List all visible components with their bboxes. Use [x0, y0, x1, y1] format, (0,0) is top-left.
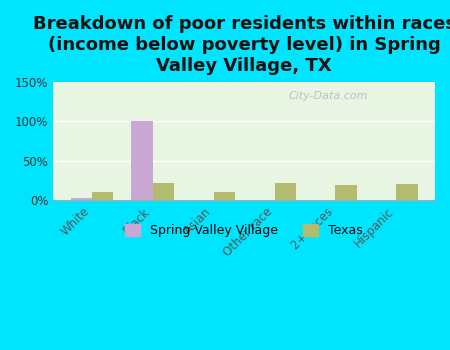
Bar — [71, 198, 92, 200]
Bar — [274, 183, 296, 200]
Bar — [335, 185, 357, 200]
Text: City-Data.com: City-Data.com — [288, 91, 368, 101]
Bar — [153, 183, 174, 200]
Bar — [214, 192, 235, 200]
Bar — [131, 121, 153, 200]
Bar — [396, 184, 418, 200]
Legend: Spring Valley Village, Texas: Spring Valley Village, Texas — [119, 217, 369, 244]
Bar — [92, 192, 113, 200]
Title: Breakdown of poor residents within races
(income below poverty level) in Spring
: Breakdown of poor residents within races… — [32, 15, 450, 75]
